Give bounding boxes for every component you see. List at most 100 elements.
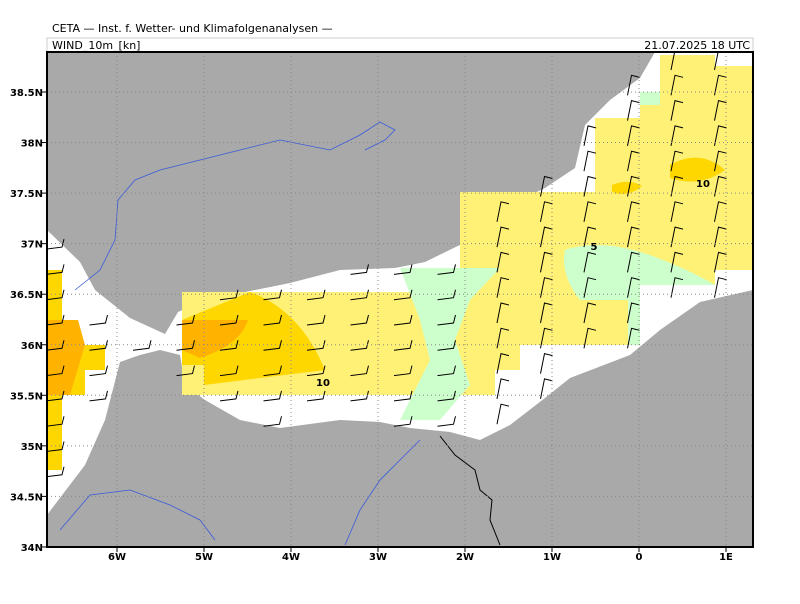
wind-barb: [47, 340, 65, 351]
wind-barb: [540, 175, 553, 197]
wind-barb: [47, 264, 65, 275]
wind-barb: [627, 226, 640, 248]
lat-label: 34N: [21, 543, 43, 554]
wind-barb: [627, 99, 640, 121]
wind-barb: [47, 466, 65, 478]
wind-barb: [393, 314, 413, 326]
wind-barb: [540, 352, 553, 374]
lat-label: 38N: [21, 139, 43, 150]
wind-barb: [627, 175, 640, 197]
wind-barb: [350, 314, 369, 326]
wind-barb: [496, 251, 510, 273]
wind-barb: [219, 340, 239, 351]
wind-barb: [670, 251, 684, 273]
wind-barb: [306, 365, 326, 377]
wind-barb: [219, 289, 239, 301]
lon-label: 3W: [369, 552, 387, 563]
lon-label: 6W: [108, 552, 126, 563]
wind-barb: [350, 390, 369, 402]
wind-barb: [176, 365, 195, 377]
lat-label: 37.5N: [10, 189, 43, 200]
contour-label: 10: [696, 179, 710, 190]
wind-barb: [393, 264, 413, 275]
wind-barb: [306, 340, 326, 351]
wind-barb: [263, 314, 282, 326]
wind-barb: [583, 226, 597, 248]
wind-barb: [714, 150, 727, 172]
wind-barb: [627, 150, 640, 172]
wind-barb: [496, 277, 510, 298]
wind-barb: [350, 264, 369, 275]
wind-barb: [583, 150, 597, 172]
wind-barb: [393, 340, 413, 351]
wind-barb: [496, 226, 510, 248]
lat-label: 34.5N: [10, 492, 43, 503]
wind-barb: [437, 416, 456, 427]
map-frame: [46, 51, 754, 548]
wind-barb: [583, 277, 597, 298]
wind-barb: [306, 289, 326, 301]
wind-barb: [714, 277, 727, 298]
wind-barb: [350, 340, 369, 351]
wind-barb: [393, 365, 413, 377]
wind-barb: [627, 277, 640, 298]
lon-label: 5W: [195, 552, 213, 563]
wind-barb: [496, 378, 510, 399]
wind-barb: [350, 289, 369, 301]
wind-barb: [176, 314, 195, 326]
wind-barb: [393, 390, 413, 402]
wind-barb: [47, 365, 65, 376]
rivers: [59, 121, 421, 546]
wind-barb: [583, 302, 597, 324]
wind-barb: [540, 251, 553, 273]
lat-label: 36.5N: [10, 290, 43, 301]
field-name: WIND_10m_[kn]: [52, 39, 140, 52]
wind-barb: [627, 125, 640, 146]
wind-barb: [263, 416, 282, 427]
wind-barb: [714, 125, 727, 146]
wind-barb: [47, 289, 65, 301]
wind-barb: [393, 289, 413, 301]
wind-barb: [670, 99, 684, 121]
wind-barb: [496, 403, 510, 425]
lat-label: 37N: [21, 240, 43, 251]
wind-barb: [89, 365, 108, 377]
wind-barb: [670, 150, 684, 172]
contour-label: 5: [591, 242, 598, 253]
wind-barb: [496, 352, 510, 374]
wind-barb: [496, 201, 510, 222]
wind-barb: [176, 340, 195, 351]
wind-shading: [47, 55, 753, 471]
valid-time: 21.07.2025 18 UTC: [644, 39, 750, 52]
lat-label: 38.5N: [10, 88, 43, 99]
wind-barb: [670, 277, 684, 298]
lon-label: 1W: [543, 552, 561, 563]
wind-barb: [89, 340, 108, 351]
wind-barb: [132, 340, 152, 351]
wind-barb: [89, 314, 108, 326]
map-area: [47, 52, 753, 547]
wind-barb: [714, 226, 727, 248]
wind-barb: [47, 416, 65, 427]
lon-label: 1E: [719, 552, 733, 563]
wind-barb: [670, 226, 684, 248]
header-title: CETA — Inst. f. Wetter- und Klimafolgena…: [52, 22, 333, 35]
wind-barb: [350, 365, 369, 377]
wind-barb: [714, 74, 727, 96]
wind-barb: [496, 327, 510, 349]
wind-barb: [583, 251, 597, 273]
wind-barb: [714, 52, 727, 71]
wind-barb: [393, 416, 413, 427]
wind-barb: [263, 390, 282, 402]
wind-barb: [670, 125, 684, 146]
wind-barb: [263, 340, 282, 351]
wind-barb: [670, 201, 684, 222]
wind-barb: [540, 327, 553, 349]
wind-barb: [306, 390, 326, 402]
lon-label: 0: [636, 552, 643, 563]
lat-label: 35N: [21, 442, 43, 453]
lat-label: 35.5N: [10, 391, 43, 402]
wind-barb: [47, 441, 65, 452]
wind-barb: [714, 201, 727, 222]
